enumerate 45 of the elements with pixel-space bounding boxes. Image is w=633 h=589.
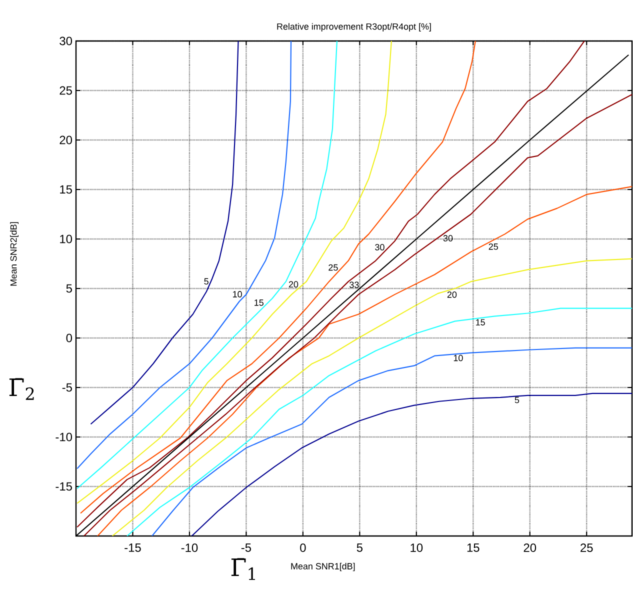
x-tick-label: 0 (300, 544, 306, 552)
series-label: 5 (514, 396, 520, 404)
x-axis-title: Mean SNR1[dB] (291, 562, 355, 572)
y-tick-label: 0 (66, 334, 72, 342)
x-tick-label: 10 (410, 544, 423, 552)
line-series (191, 392, 632, 536)
y-axis-title: Mean SNR2[dB] (10, 222, 18, 286)
x-tick-label: 25 (580, 544, 593, 552)
series-label: 30 (375, 244, 384, 250)
series-label: 10 (454, 354, 463, 362)
y-tick-label: 10 (60, 234, 72, 244)
series-label: 30 (443, 235, 453, 242)
series-label: 25 (488, 243, 498, 250)
line-series (80, 41, 476, 514)
y-tick-label: -10 (56, 432, 72, 442)
chart-title: Relative improvement R3opt/R4opt [%] (277, 23, 431, 32)
series-label: 33 (350, 282, 359, 288)
y-tick-label: 5 (66, 284, 72, 293)
x-tick-label: -5 (241, 544, 252, 552)
series-label: 25 (328, 264, 338, 271)
y-tick-label: -15 (56, 482, 72, 491)
x-tick-label: 15 (467, 544, 480, 552)
line-series (112, 258, 632, 536)
line-series (76, 41, 392, 504)
series-label: 10 (233, 291, 242, 298)
line-series (151, 347, 632, 536)
y-tick-label: 15 (60, 185, 72, 194)
series-label: 5 (204, 278, 208, 285)
line-series (76, 41, 338, 490)
x-tick-label: -10 (181, 544, 198, 552)
text: Γ̄$_{1}$ (231, 558, 255, 580)
y-tick-label: 30 (60, 36, 72, 46)
x-tick-label: -15 (124, 544, 141, 552)
x-tick-label: 20 (524, 544, 536, 552)
x-tick-label: 5 (356, 544, 362, 552)
text: Γ̄$_{2}$ (9, 378, 34, 400)
series-label: 20 (288, 281, 298, 288)
line-series (97, 186, 632, 536)
series-label: 15 (254, 300, 264, 306)
y-tick-label: 25 (60, 86, 72, 95)
line-series (126, 308, 632, 536)
y-tick-label: 20 (60, 136, 72, 144)
series-label: 15 (476, 319, 485, 326)
series-label: 20 (447, 291, 457, 298)
y-tick-label: -5 (62, 383, 72, 392)
